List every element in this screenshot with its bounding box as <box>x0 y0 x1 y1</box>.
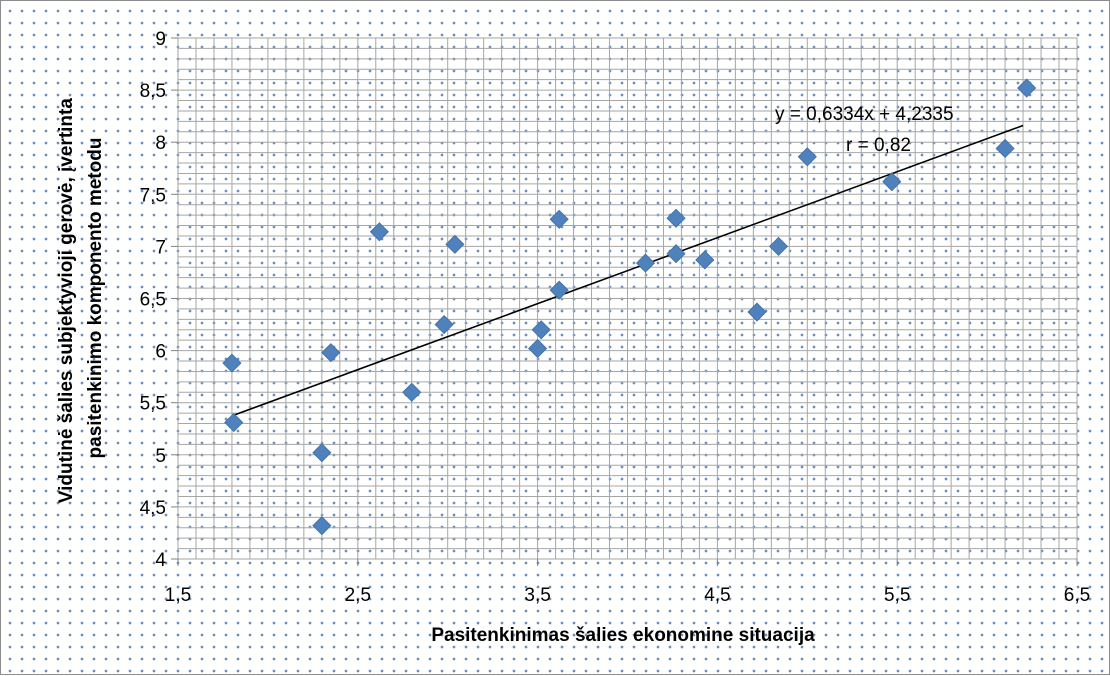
data-point <box>434 314 454 335</box>
y-axis-title-line-1: Vidutinė šalies subjektyvioji gerovė, įv… <box>56 98 77 504</box>
y-tick-label: 8 <box>155 133 166 154</box>
data-point <box>549 209 569 229</box>
x-tick-label: 6,5 <box>1064 585 1090 606</box>
data-point <box>531 320 551 340</box>
data-point <box>695 250 715 270</box>
data-point <box>666 208 686 228</box>
data-point <box>797 147 817 167</box>
y-tick-label: 5 <box>155 446 166 467</box>
data-point <box>445 234 465 254</box>
x-tick-label: 3,5 <box>524 585 550 606</box>
data-point <box>222 353 242 373</box>
y-tick-label: 9 <box>155 29 166 50</box>
gridlines <box>177 37 1078 560</box>
data-point <box>369 222 389 242</box>
data-point <box>882 172 902 192</box>
x-tick-label: 2,5 <box>345 585 371 606</box>
y-tick-label: 5,5 <box>140 394 166 415</box>
data-point <box>224 412 244 433</box>
data-point <box>666 244 686 264</box>
y-tick-label: 4 <box>155 550 166 571</box>
y-tick-label: 7,5 <box>140 185 166 206</box>
y-axis-title: Vidutinė šalies subjektyvioji gerovė, įv… <box>56 93 106 503</box>
trendline-equation: y = 0,6334x + 4,2335 <box>775 104 954 125</box>
data-point <box>549 280 569 300</box>
data-point <box>635 253 656 273</box>
data-point <box>321 343 341 363</box>
axis-ticks: 1,5 2,5 3,5 4,5 5,5 6,5 4 4,5 5 5,5 6 6,5 7 7,5 8 8,5 9 <box>140 29 1091 606</box>
y-tick-label: 6 <box>155 342 166 363</box>
y-tick-label: 6,5 <box>140 290 166 311</box>
x-tick-label: 4,5 <box>704 585 730 606</box>
x-tick-label: 1,5 <box>165 585 191 606</box>
data-point <box>312 443 332 463</box>
correlation-label: r = 0,82 <box>846 135 911 156</box>
data-point <box>528 338 548 359</box>
x-axis-title: Pasitenkinimas šalies ekonomine situacij… <box>431 625 815 646</box>
x-tick-label: 5,5 <box>884 585 910 606</box>
y-tick-label: 8,5 <box>140 81 166 102</box>
data-point <box>402 382 422 402</box>
data-point <box>995 138 1015 159</box>
data-point <box>312 516 332 536</box>
data-point <box>768 236 789 256</box>
data-points <box>222 78 1037 536</box>
data-point <box>1017 78 1037 98</box>
y-tick-label: 4,5 <box>140 498 166 519</box>
data-point <box>747 302 767 322</box>
y-axis-title-line-2: pasitenkinimo komponento metodu <box>85 138 106 459</box>
y-tick-label: 7 <box>155 237 166 258</box>
